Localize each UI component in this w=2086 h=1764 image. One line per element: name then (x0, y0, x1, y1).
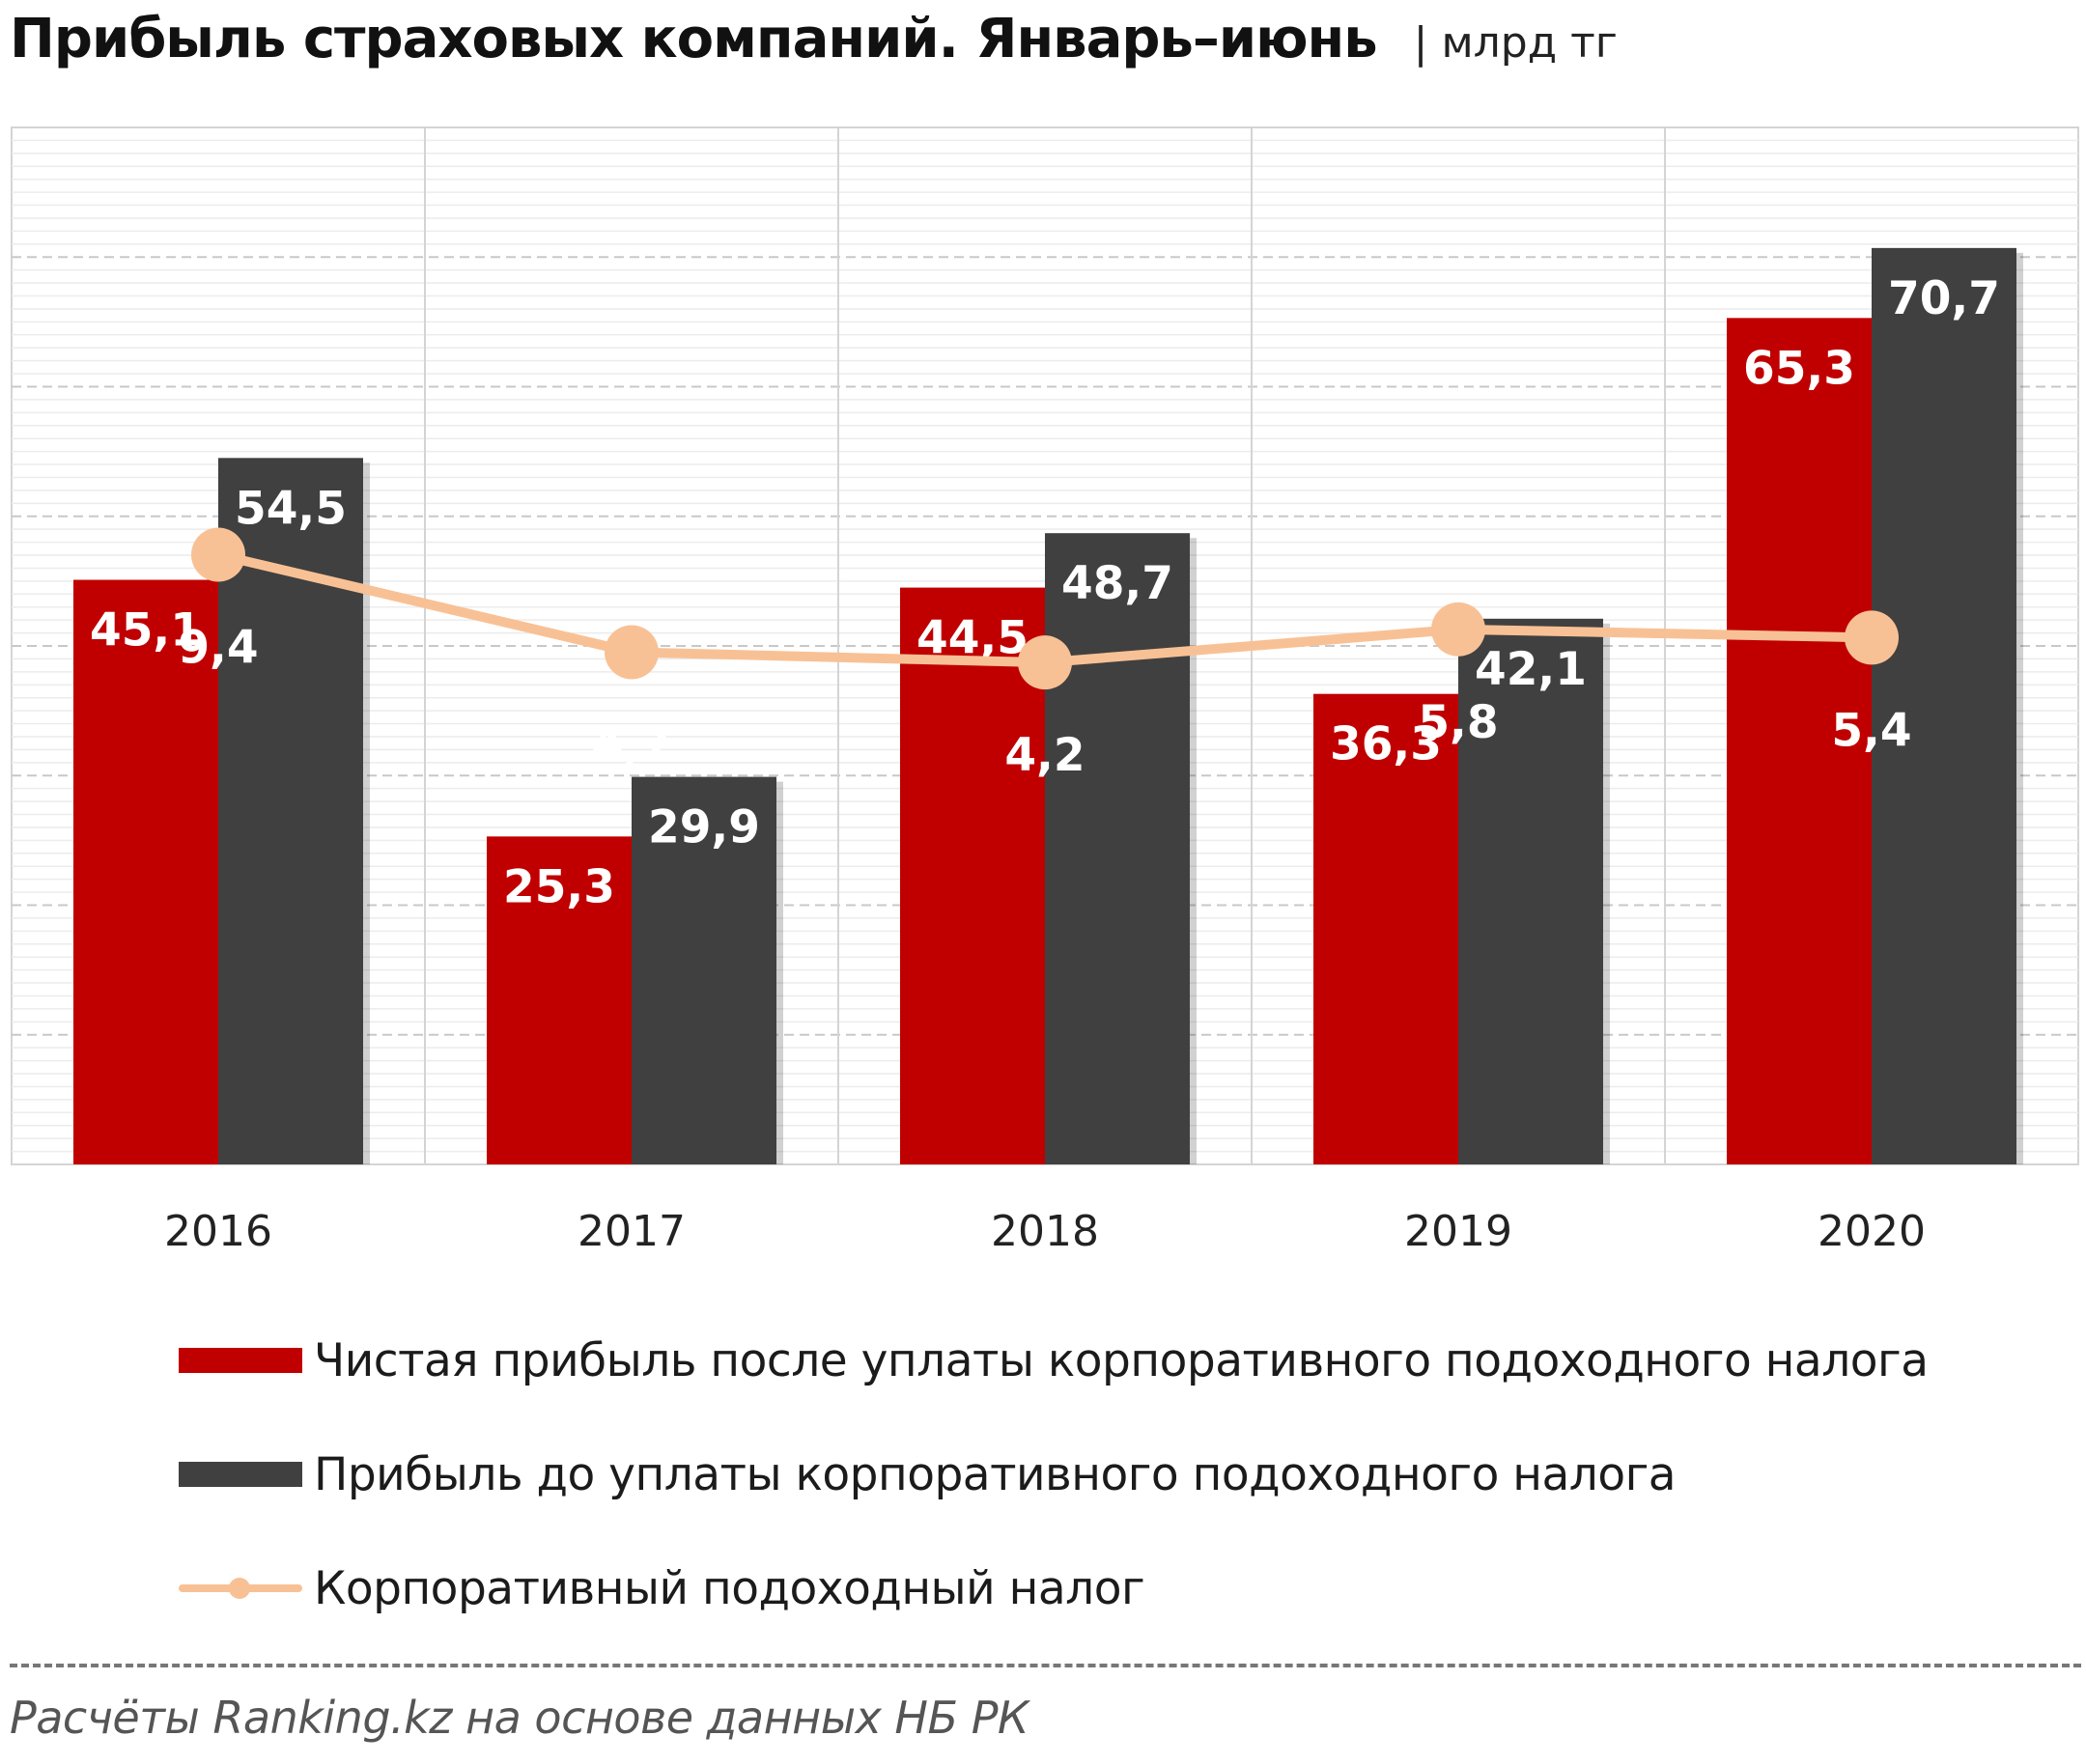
bar-net-profit (900, 587, 1045, 1164)
source-note: Расчёты Ranking.kz на основе данных НБ Р… (10, 1692, 1029, 1744)
legend-swatch-pretax-profit (179, 1462, 302, 1487)
data-label-net-profit: 65,3 (1743, 342, 1855, 395)
chart-title: Прибыль страховых компаний. Январь–июнь (10, 8, 1378, 70)
x-tick-label: 2016 (164, 1207, 272, 1256)
x-tick-label: 2017 (578, 1207, 686, 1256)
bar-net-profit (73, 579, 218, 1164)
bar-net-profit (1727, 318, 1872, 1164)
data-label-net-profit: 36,3 (1330, 718, 1442, 771)
data-label-tax: 4,7 (591, 718, 671, 771)
legend-label-tax: Корпоративный подоходный налог (314, 1561, 1145, 1615)
legend-label-pretax-profit: Прибыль до уплаты корпоративного подоход… (314, 1447, 1677, 1501)
legend-swatch-net-profit (179, 1348, 302, 1373)
point-tax (605, 625, 659, 680)
data-label-net-profit: 25,3 (503, 860, 615, 913)
point-tax (1018, 635, 1072, 690)
bar-pretax-profit (632, 776, 776, 1164)
data-label-tax: 5,8 (1418, 696, 1498, 749)
legend-item-net-profit: Чистая прибыль после уплаты корпоративно… (179, 1303, 1929, 1417)
point-tax (1431, 602, 1485, 657)
legend-label-net-profit: Чистая прибыль после уплаты корпоративно… (314, 1333, 1929, 1387)
legend-item-pretax-profit: Прибыль до уплаты корпоративного подоход… (179, 1417, 1929, 1531)
x-tick-label: 2019 (1404, 1207, 1512, 1256)
bar-net-profit (487, 836, 632, 1164)
data-label-net-profit: 45,1 (90, 604, 202, 658)
point-tax (191, 527, 245, 582)
data-label-pretax-profit: 70,7 (1888, 272, 2000, 325)
data-label-tax: 5,4 (1831, 704, 1911, 757)
data-label-pretax-profit: 42,1 (1475, 643, 1587, 696)
data-label-tax: 4,2 (1004, 729, 1085, 782)
title-row: Прибыль страховых компаний. Январь–июнь … (10, 8, 1618, 85)
x-tick-label: 2020 (1818, 1207, 1926, 1256)
chart: 45,154,525,329,944,548,736,342,165,370,7… (11, 126, 2079, 1256)
data-label-tax: 9,4 (178, 621, 258, 674)
data-label-pretax-profit: 29,9 (648, 801, 760, 854)
bar-pretax-profit (1458, 618, 1603, 1164)
bar-pretax-profit (1872, 247, 2016, 1164)
point-tax (1845, 610, 1899, 665)
legend: Чистая прибыль после уплаты корпоративно… (179, 1303, 1929, 1645)
legend-swatch-tax (179, 1576, 302, 1601)
bar-pretax-profit (1045, 533, 1190, 1164)
data-label-pretax-profit: 48,7 (1061, 557, 1173, 610)
unit-label: | млрд тг (1413, 18, 1618, 68)
legend-item-tax: Корпоративный подоходный налог (179, 1531, 1929, 1645)
source-separator (10, 1664, 2081, 1667)
bar-net-profit (1313, 693, 1458, 1164)
data-label-pretax-profit: 54,5 (235, 482, 347, 535)
x-tick-label: 2018 (991, 1207, 1099, 1256)
